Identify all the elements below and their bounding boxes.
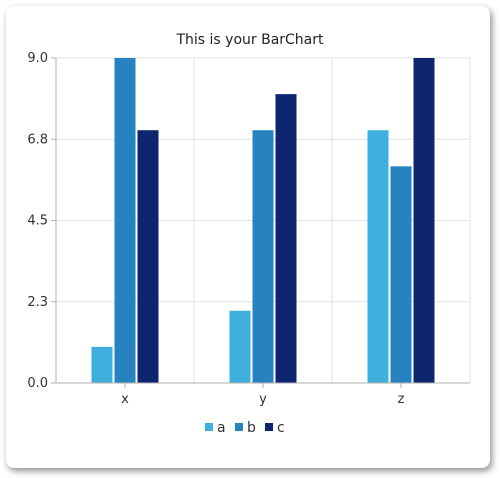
x-tick-label: y [259,392,267,407]
bar-chart: This is your BarChart 0.0 2.3 4.5 6.8 9.0 x y z… [27,32,471,436]
bar-a-z [367,130,389,383]
bar-c-x [137,130,159,383]
y-tick-label: 0.0 [27,376,48,391]
legend-item-b[interactable]: b [235,420,256,436]
bar-a-y [229,310,251,383]
y-tick-label: 9.0 [27,51,48,66]
bar-b-z [390,166,412,383]
legend-label-a: a [217,420,226,436]
y-tick-label: 2.3 [27,295,48,310]
bar-c-z [413,58,435,383]
bar-a-x [91,346,113,383]
chart-title: This is your BarChart [175,32,324,48]
legend-item-c[interactable]: c [265,420,285,436]
bars [91,58,435,383]
legend-label-b: b [247,420,256,436]
bar-c-y [275,94,297,383]
legend-swatch-a [205,423,213,431]
legend[interactable]: a b c [205,420,285,436]
bar-b-x [114,58,136,383]
x-tick-label: z [398,392,405,407]
legend-swatch-c [265,423,273,431]
x-tick-label: x [121,392,129,407]
chart-card: This is your BarChart 0.0 2.3 4.5 6.8 9.0 x y z… [6,6,490,468]
bar-b-y [252,130,274,383]
legend-label-c: c [277,420,285,436]
legend-swatch-b [235,423,243,431]
axes: 0.0 2.3 4.5 6.8 9.0 x y z [27,51,470,407]
legend-item-a[interactable]: a [205,420,226,436]
y-tick-label: 4.5 [27,214,48,229]
y-tick-label: 6.8 [27,132,48,147]
